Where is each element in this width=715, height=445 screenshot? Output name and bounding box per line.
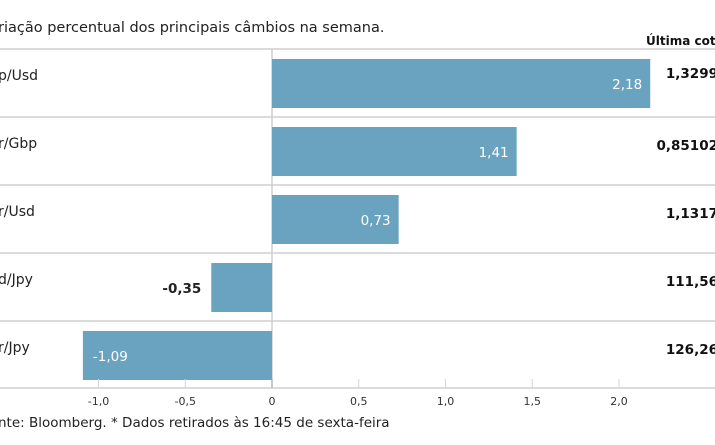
category-label: r/Jpy bbox=[0, 340, 30, 356]
bar bbox=[272, 127, 517, 176]
last-quote-value: 0,85102 bbox=[657, 138, 715, 154]
value-label: 1,41 bbox=[479, 145, 509, 161]
x-tick-label: 1,5 bbox=[524, 395, 542, 408]
last-quote-value: 126,26 bbox=[666, 342, 715, 358]
category-label: d/Jpy bbox=[0, 272, 33, 288]
last-quote-value: 1,1317 bbox=[666, 206, 715, 222]
value-label: 0,73 bbox=[361, 213, 391, 229]
category-label: p/Usd bbox=[0, 68, 38, 84]
bar bbox=[211, 263, 272, 312]
bar bbox=[272, 59, 651, 108]
bar bbox=[272, 195, 399, 244]
x-tick-label: -0,5 bbox=[175, 395, 196, 408]
last-quote-value: 1,3299 bbox=[666, 66, 715, 82]
last-quote-header: Última cotaç bbox=[646, 33, 715, 48]
x-tick-label: 0 bbox=[269, 395, 276, 408]
x-tick-label: -1,0 bbox=[88, 395, 109, 408]
last-quote-value: 111,56 bbox=[666, 274, 715, 290]
x-tick-label: 1,0 bbox=[437, 395, 455, 408]
value-label: 2,18 bbox=[612, 77, 642, 93]
chart-title: riação percentual dos principais câmbios… bbox=[0, 20, 384, 36]
value-label: -0,35 bbox=[162, 281, 201, 297]
bar bbox=[82, 331, 272, 380]
category-label: r/Gbp bbox=[0, 136, 37, 152]
category-label: r/Usd bbox=[0, 204, 35, 220]
source-note: nte: Bloomberg. * Dados retirados às 16:… bbox=[0, 415, 390, 431]
x-tick-label: 0,5 bbox=[350, 395, 368, 408]
x-tick-label: 2,0 bbox=[610, 395, 628, 408]
value-label: -1,09 bbox=[93, 349, 128, 365]
